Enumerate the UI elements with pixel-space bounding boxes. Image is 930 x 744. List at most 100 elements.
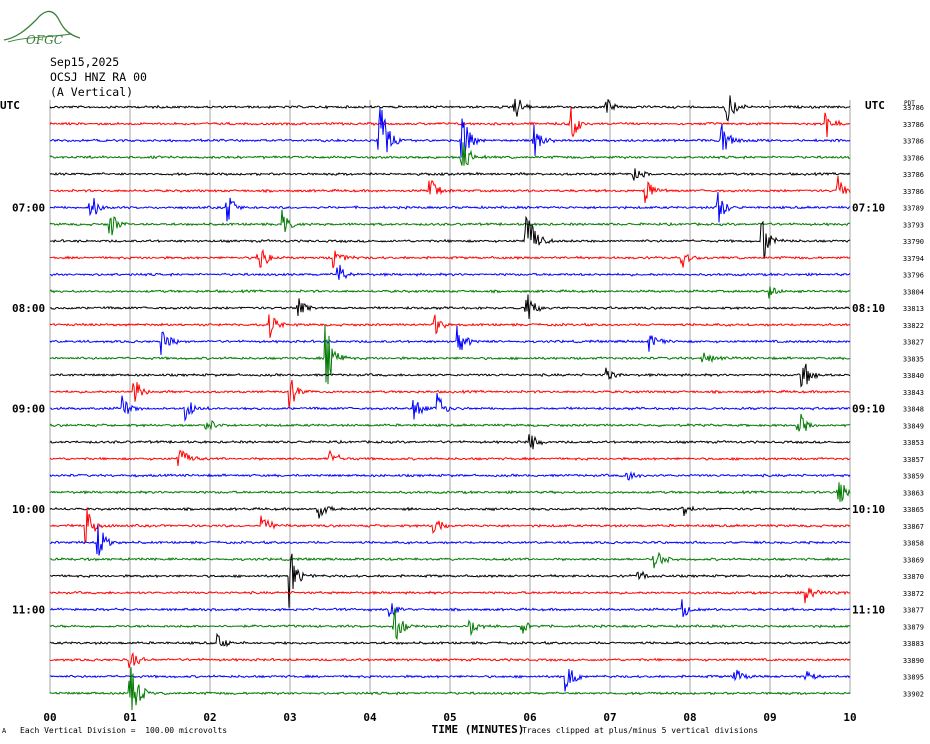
x-tick-label: 02 bbox=[203, 711, 216, 724]
right-value-label: 33786 bbox=[903, 188, 924, 196]
right-value-label: 33890 bbox=[903, 657, 924, 665]
x-tick-label: 00 bbox=[43, 711, 56, 724]
x-tick-label: 06 bbox=[523, 711, 537, 724]
trace-row-12 bbox=[49, 294, 850, 319]
ofgc-logo: OFGC bbox=[3, 10, 81, 47]
logo-swoosh bbox=[7, 33, 73, 43]
date-label: Sep15,2025 bbox=[50, 55, 120, 69]
trace-row-4 bbox=[49, 168, 851, 181]
trace-row-29 bbox=[49, 587, 851, 604]
station-label: OCSJ HNZ RA 00 bbox=[50, 70, 147, 84]
trace-row-22 bbox=[49, 471, 851, 481]
left-time-label: 11:00 bbox=[12, 604, 45, 617]
trace-row-2 bbox=[49, 107, 851, 158]
right-value-label: 33849 bbox=[903, 422, 924, 430]
trace-row-3 bbox=[49, 142, 851, 166]
right-time-label: 07:10 bbox=[852, 202, 885, 215]
trace-row-15 bbox=[49, 324, 851, 385]
right-value-label: 33786 bbox=[903, 138, 924, 146]
logo-mountain-curve bbox=[3, 10, 81, 41]
right-value-label: 33853 bbox=[903, 439, 924, 447]
trace-row-24 bbox=[49, 505, 851, 519]
right-value-label: 33865 bbox=[903, 506, 924, 514]
trace-row-0 bbox=[49, 95, 851, 122]
right-value-label: 33863 bbox=[903, 489, 924, 497]
trace-row-19 bbox=[49, 413, 851, 432]
right-value-label: 33883 bbox=[903, 640, 924, 648]
left-time-label: 09:00 bbox=[12, 403, 45, 416]
trace-row-26 bbox=[49, 525, 851, 556]
right-value-label: 33857 bbox=[903, 456, 924, 464]
trace-row-34 bbox=[49, 669, 851, 692]
right-header-label: PDT bbox=[904, 100, 915, 107]
trace-row-11 bbox=[49, 286, 851, 299]
right-value-label: 33895 bbox=[903, 674, 924, 682]
right-value-label: 33843 bbox=[903, 389, 924, 397]
right-value-label: 33804 bbox=[903, 288, 924, 296]
right-value-label: 33790 bbox=[903, 238, 924, 246]
utc-right-label: UTC bbox=[865, 99, 885, 112]
trace-row-21 bbox=[49, 449, 851, 466]
x-tick-label: 08 bbox=[683, 711, 696, 724]
trace-row-6 bbox=[49, 192, 851, 223]
clip-note: Traces clipped at plus/minus 5 vertical … bbox=[522, 726, 759, 735]
right-time-label: 11:10 bbox=[852, 604, 885, 617]
x-tick-label: 09 bbox=[763, 711, 776, 724]
right-value-label: 33786 bbox=[903, 154, 924, 162]
right-value-label: 33859 bbox=[903, 473, 924, 481]
trace-row-16 bbox=[49, 363, 851, 388]
trace-row-14 bbox=[49, 325, 851, 356]
right-time-label: 08:10 bbox=[852, 302, 885, 315]
right-value-label: 33879 bbox=[903, 623, 924, 631]
right-value-label: 33786 bbox=[903, 121, 924, 129]
right-value-label: 33827 bbox=[903, 339, 924, 347]
right-value-label: 33794 bbox=[903, 255, 924, 263]
x-tick-label: 05 bbox=[443, 711, 456, 724]
x-tick-label: 04 bbox=[363, 711, 377, 724]
trace-row-9 bbox=[49, 248, 851, 269]
right-value-label: 33870 bbox=[903, 573, 924, 581]
right-time-label: 09:10 bbox=[852, 403, 885, 416]
trace-row-18 bbox=[49, 393, 851, 422]
right-value-label: 33858 bbox=[903, 540, 924, 548]
trace-row-1 bbox=[49, 107, 851, 138]
right-value-label: 33813 bbox=[903, 305, 924, 313]
trace-row-10 bbox=[49, 264, 851, 280]
right-value-label: 33789 bbox=[903, 205, 924, 213]
right-value-label: 33786 bbox=[903, 171, 924, 179]
left-time-label: 08:00 bbox=[12, 302, 45, 315]
component-label: (A Vertical) bbox=[50, 85, 134, 99]
x-axis-label: TIME (MINUTES) bbox=[432, 723, 525, 736]
left-time-label: 10:00 bbox=[12, 503, 45, 516]
trace-row-30 bbox=[49, 599, 851, 617]
trace-row-32 bbox=[49, 632, 851, 648]
right-value-label: 33848 bbox=[903, 406, 924, 414]
right-value-label: 33786 bbox=[903, 104, 924, 112]
x-tick-label: 01 bbox=[123, 711, 137, 724]
corner-mark: A bbox=[2, 727, 7, 735]
right-value-label: 33840 bbox=[903, 372, 924, 380]
trace-row-13 bbox=[49, 314, 851, 338]
right-value-label: 33822 bbox=[903, 322, 924, 330]
trace-row-8 bbox=[49, 215, 851, 259]
right-value-label: 33872 bbox=[903, 590, 924, 598]
x-tick-label: 07 bbox=[603, 711, 616, 724]
right-time-label: 10:10 bbox=[852, 503, 885, 516]
trace-row-35 bbox=[49, 667, 851, 711]
trace-row-7 bbox=[49, 209, 851, 236]
right-value-label: 33835 bbox=[903, 355, 924, 363]
scale-note: Each Vertical Division = 100.00 microvol… bbox=[20, 726, 228, 735]
x-tick-label: 03 bbox=[283, 711, 296, 724]
trace-row-25 bbox=[49, 507, 851, 545]
right-value-label: 33793 bbox=[903, 221, 924, 229]
logo-text: OFGC bbox=[26, 33, 63, 47]
trace-row-23 bbox=[49, 482, 851, 503]
right-value-label: 33869 bbox=[903, 556, 924, 564]
utc-left-label: UTC bbox=[0, 99, 20, 112]
trace-row-27 bbox=[49, 551, 851, 569]
trace-row-28 bbox=[49, 553, 851, 608]
right-value-label: 33867 bbox=[903, 523, 924, 531]
left-time-label: 07:00 bbox=[12, 202, 45, 215]
trace-row-5 bbox=[49, 175, 851, 203]
trace-row-33 bbox=[49, 652, 851, 668]
